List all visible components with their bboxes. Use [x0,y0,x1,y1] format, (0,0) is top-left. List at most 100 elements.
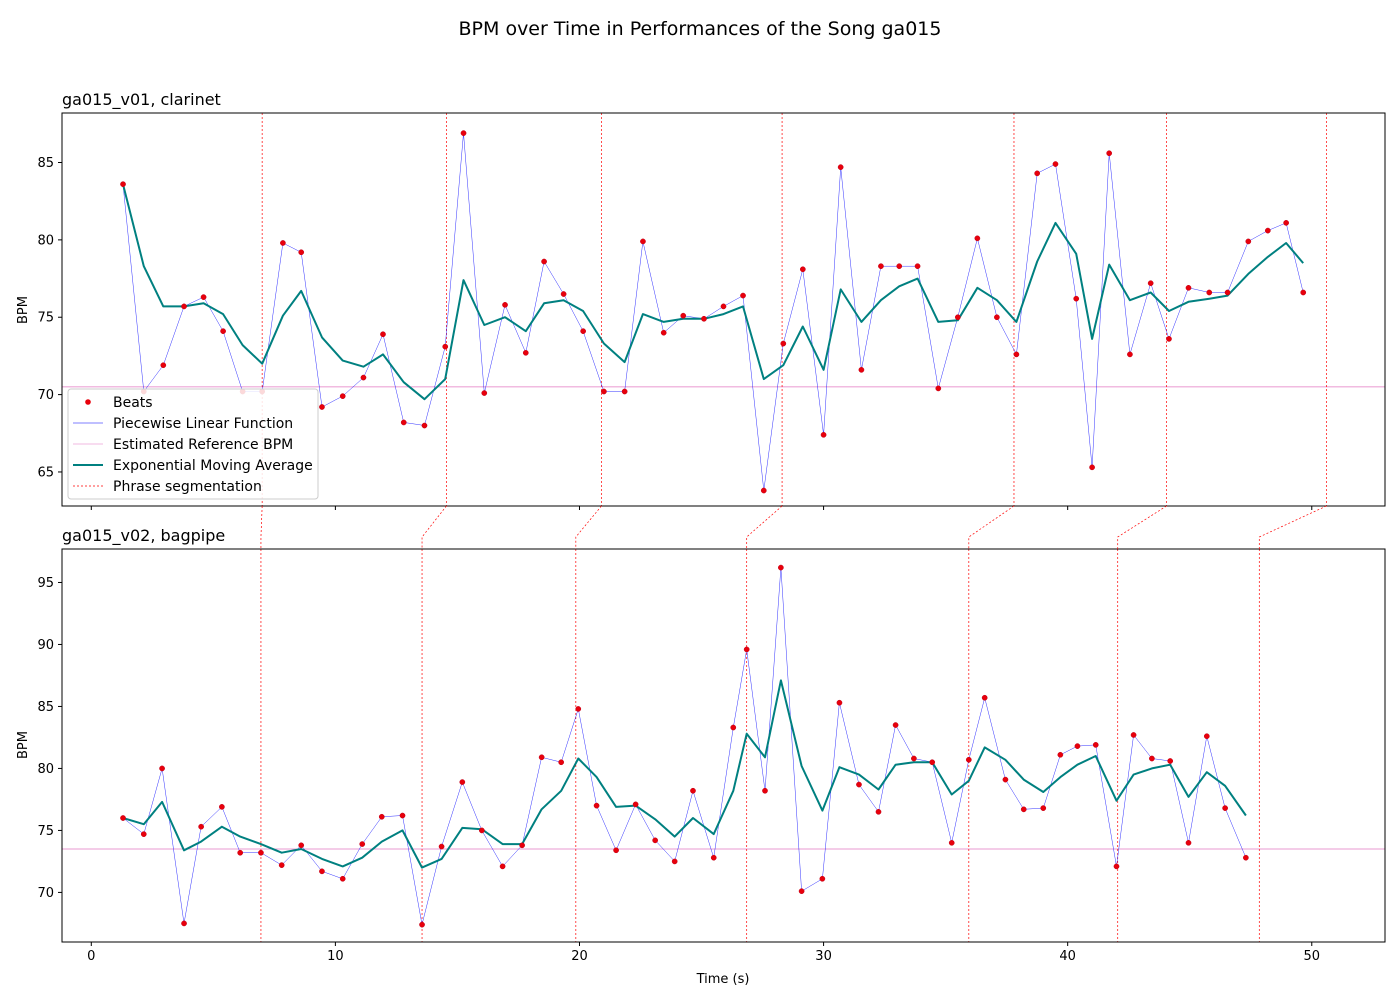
beat-point-clarinet [896,263,903,270]
beat-point-clarinet [481,390,488,396]
beat-point-bagpipe [593,802,600,809]
legend-ema: Exponential Moving Average [113,458,313,474]
plot-area-bagpipe: 70 75 80 85 90 95 0 10 20 30 40 50 [37,549,1385,964]
beat-point-bagpipe [856,781,862,788]
beat-point-bagpipe [613,847,619,854]
beat-point-clarinet [442,343,449,350]
beat-point-bagpipe [819,875,826,882]
panel-bagpipe: ga015_v02, bagpipe BPM 70 75 80 85 90 95 0 10 20… [16,526,1386,964]
beat-point-clarinet [120,181,126,188]
beat-point-bagpipe [219,804,225,810]
beat-point-clarinet [680,312,687,319]
beat-point-bagpipe [836,699,843,706]
beat-point-bagpipe [237,849,244,856]
phrase-connectors [260,505,1327,549]
legend-reference: Estimated Reference BPM [113,437,293,453]
beat-point-clarinet [701,315,707,322]
beat-point-bagpipe [965,756,972,763]
beat-point-bagpipe [1074,743,1081,749]
xtick-label-bagpipe: 20 [571,949,588,964]
beat-point-clarinet [720,303,727,310]
phrase-connector-5 [968,505,1015,549]
beat-point-bagpipe [181,920,187,927]
beat-point-clarinet [640,238,646,245]
beat-point-bagpipe [778,564,784,571]
ytick-label-bagpipe: 95 [37,576,54,591]
beat-point-clarinet [360,374,367,381]
beat-point-bagpipe [632,801,639,808]
beat-point-clarinet [1013,351,1020,358]
legend-piecewise: Piecewise Linear Function [113,416,293,432]
ytick-label-clarinet: 65 [37,465,54,480]
beat-point-bagpipe [948,839,955,846]
beat-point-clarinet [400,419,407,426]
beat-point-bagpipe [198,823,204,830]
beat-point-clarinet [1106,150,1113,157]
phrase-connector-4 [746,505,783,549]
ema-line-bagpipe [122,679,1247,869]
beat-point-clarinet [1147,280,1154,287]
beat-point-bagpipe [319,868,325,875]
beat-point-bagpipe [558,759,565,766]
beat-point-clarinet [740,292,746,299]
beat-point-clarinet [339,393,346,399]
beat-point-clarinet [974,235,981,242]
beat-point-bagpipe [378,813,385,820]
beat-point-bagpipe [743,646,750,653]
beat-point-clarinet [1166,336,1172,342]
beat-point-bagpipe [1113,863,1120,870]
xtick-label-bagpipe: 40 [1059,949,1076,964]
axes-frame-bagpipe [61,548,1386,943]
beat-point-clarinet [541,258,547,265]
legend-beats: Beats [113,395,153,411]
beat-point-bagpipe [1222,805,1228,811]
beat-point-clarinet [380,331,386,338]
beat-point-clarinet [760,487,767,494]
beat-point-clarinet [601,388,607,395]
beat-point-bagpipe [1092,742,1099,748]
beat-point-bagpipe [929,759,936,766]
beat-point-bagpipe [892,722,899,728]
beat-point-bagpipe [258,849,264,856]
beat-point-bagpipe [519,842,525,849]
beat-point-clarinet [858,366,865,373]
beat-point-clarinet [580,328,586,335]
ytick-label-bagpipe: 85 [37,700,54,715]
beat-point-bagpipe [652,837,659,844]
beat-point-clarinet [560,291,567,297]
beat-point-clarinet [1089,464,1095,471]
legend-beats-marker [85,399,91,405]
beat-point-clarinet [621,388,628,395]
beat-point-clarinet [460,130,467,136]
beat-point-bagpipe [1167,758,1174,764]
beat-point-clarinet [1127,351,1133,358]
legend-box [67,388,319,500]
beat-point-clarinet [1206,289,1213,296]
beat-point-bagpipe [478,827,485,834]
ytick-label-clarinet: 75 [37,311,54,326]
xtick-label-bagpipe: 0 [87,949,95,964]
ytick-label-bagpipe: 70 [37,886,54,901]
beat-point-bagpipe [1203,733,1210,740]
beat-point-clarinet [421,422,428,429]
panel-title-clarinet: ga015_v01, clarinet [62,90,221,110]
beat-point-bagpipe [1040,805,1047,811]
ytick-label-bagpipe: 90 [37,638,54,653]
phrase-connector-7 [1258,505,1327,549]
beat-point-clarinet [1283,220,1289,226]
panel-title-bagpipe: ga015_v02, bagpipe [62,526,225,546]
beat-point-bagpipe [575,706,582,712]
beat-point-bagpipe [690,787,696,794]
beat-point-clarinet [1034,170,1041,177]
ytick-label-bagpipe: 75 [37,824,54,839]
ytick-label-bagpipe: 80 [37,762,54,777]
beat-point-bagpipe [499,863,506,870]
beat-point-bagpipe [1130,732,1137,738]
beat-point-clarinet [878,263,884,270]
beat-point-bagpipe [875,808,882,815]
beat-point-bagpipe [399,812,406,819]
phrase-connector-6 [1117,505,1167,549]
axes-frame-clarinet [61,112,1386,507]
beat-point-bagpipe [298,842,305,849]
